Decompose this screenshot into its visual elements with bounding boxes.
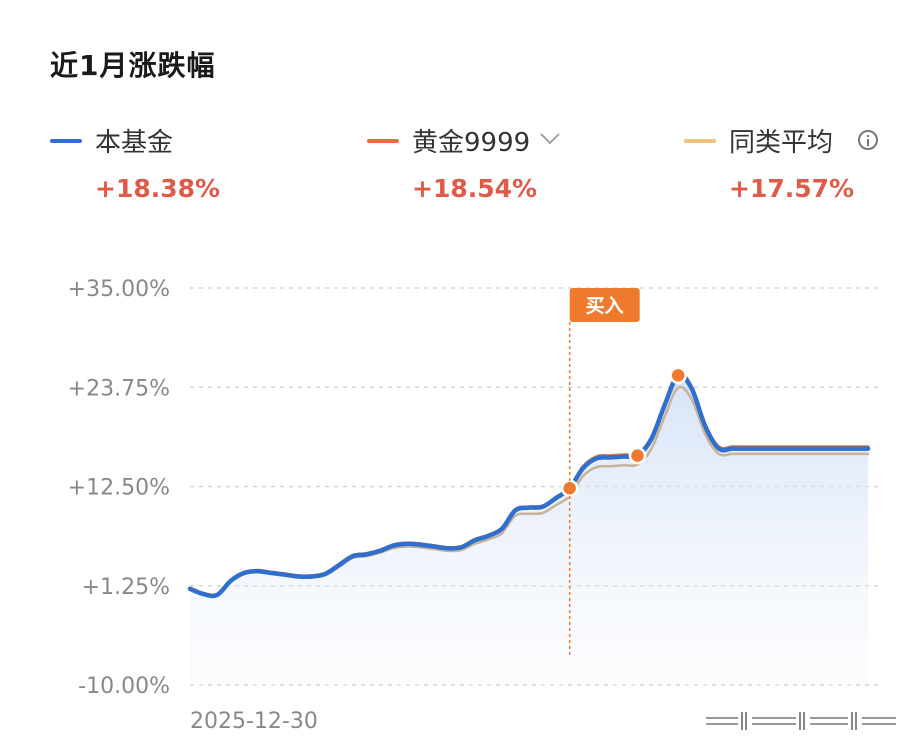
legend-name-fund: 本基金 — [95, 128, 174, 158]
legend-value-category-average: +17.57% — [729, 174, 855, 203]
fund-area-fill — [190, 374, 868, 685]
buy-label: 买入 — [586, 295, 624, 317]
buy-point-marker[interactable] — [560, 479, 579, 498]
legend-value-gold: +18.54% — [412, 174, 538, 203]
info-icon[interactable] — [858, 130, 878, 150]
x-tick-label: 2025-12-30 — [190, 709, 318, 734]
chart-title: 近1月涨跌幅 — [50, 49, 216, 82]
trade-point-marker[interactable] — [628, 446, 647, 465]
buy-badge — [569, 288, 640, 322]
series-line-fund — [187, 372, 871, 599]
legend: 本基金 +18.38% 黄金9999 +18.54% 同类平均 +17.57% — [0, 120, 918, 210]
y-tick-label: +23.75% — [68, 376, 170, 401]
legend-name-category-average: 同类平均 — [729, 128, 834, 158]
y-tick-label: +1.25% — [82, 575, 170, 600]
legend-name-gold: 黄金9999 — [412, 128, 531, 158]
legend-line-fund — [50, 139, 82, 143]
chevron-down-icon[interactable] — [538, 130, 562, 146]
legend-value-fund: +18.38% — [95, 174, 221, 203]
y-tick-label: +12.50% — [68, 476, 170, 501]
y-tick-label: -10.00% — [78, 674, 170, 699]
zoom-handle[interactable] — [706, 712, 896, 730]
trade-point-marker[interactable] — [669, 366, 687, 385]
legend-line-category-average — [684, 139, 716, 143]
y-tick-label: +35.00% — [68, 277, 170, 302]
legend-line-gold — [367, 139, 399, 143]
